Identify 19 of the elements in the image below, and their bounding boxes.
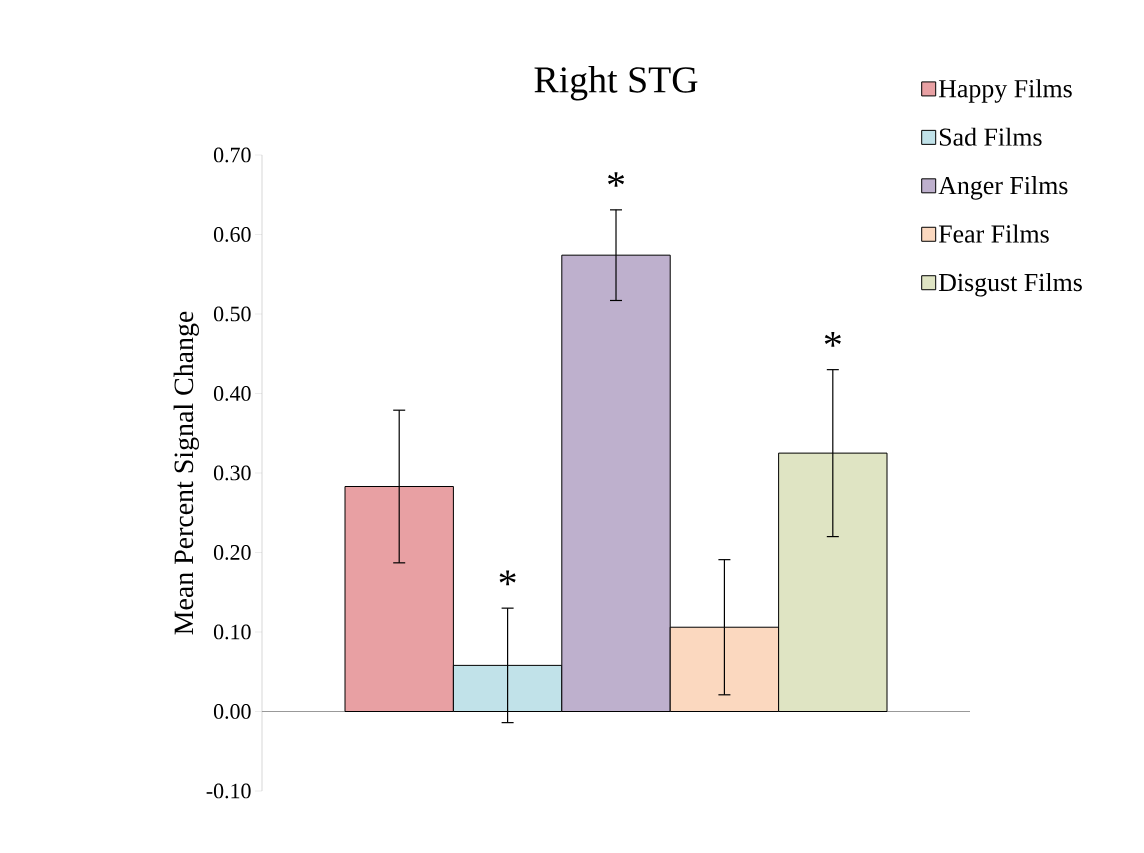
legend-label: Sad Films	[939, 127, 1042, 146]
y-tick-label: 0.00	[213, 704, 251, 719]
y-tick-label: 0.30	[213, 465, 251, 481]
legend-label: Disgust Films	[938, 272, 1082, 297]
y-tick-label: -0.10	[206, 783, 251, 799]
y-tick-label: 0.10	[213, 624, 251, 640]
y-axis-title: Mean Percent Signal Change	[173, 311, 199, 635]
y-tick-label: 0.40	[213, 386, 251, 401]
data-label: *	[499, 570, 516, 586]
legend-label: Fear Films	[938, 224, 1049, 243]
y-tick-label: 0.60	[213, 227, 251, 242]
data-label: *	[824, 332, 841, 347]
legend-label: Happy Films	[938, 79, 1072, 103]
y-tick-label: 0.70	[213, 147, 251, 163]
legend-label: Anger Films	[938, 176, 1068, 200]
chart-title: Right STG	[534, 66, 698, 101]
y-tick-label: 0.50	[213, 306, 251, 322]
y-tick-label: 0.20	[213, 545, 251, 560]
data-label: *	[608, 172, 625, 187]
